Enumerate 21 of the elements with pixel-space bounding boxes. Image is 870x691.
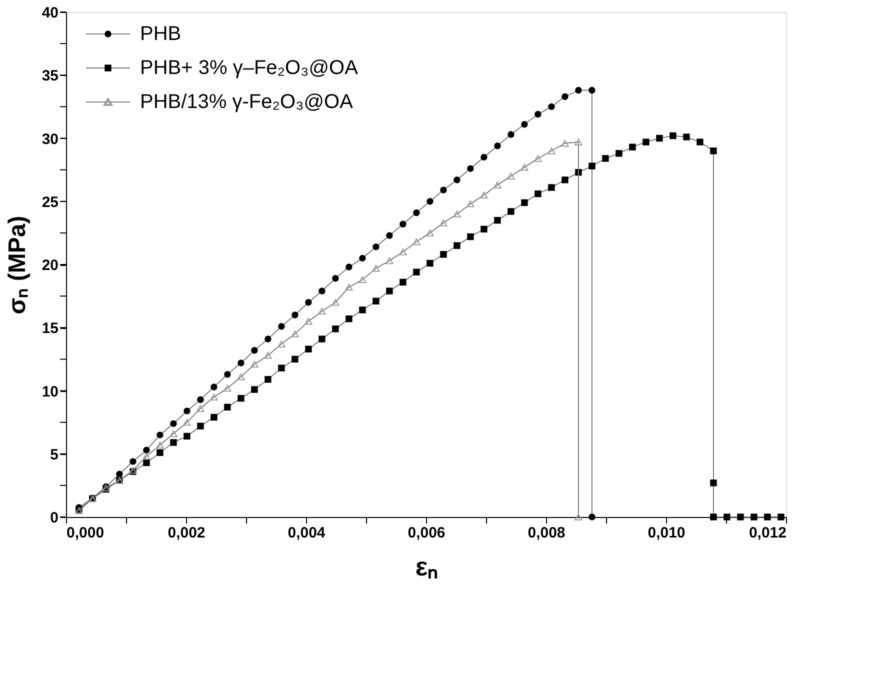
x-tick-label: 0,004 bbox=[288, 524, 326, 542]
legend-label: PHB+ 3% γ–Fe₂O₃@OA bbox=[140, 57, 359, 79]
y-tick-label: 20 bbox=[42, 257, 58, 274]
x-tick-label: 0,000 bbox=[66, 524, 104, 542]
y-tick-label: 35 bbox=[42, 68, 58, 85]
legend-label: PHB bbox=[140, 23, 182, 45]
y-tick-label: 10 bbox=[42, 383, 58, 400]
y-tick-label: 30 bbox=[42, 130, 58, 148]
x-tick-label: 0,006 bbox=[408, 524, 446, 542]
legend-label: PHB/13% γ-Fe₂O₃@OA bbox=[140, 91, 354, 113]
x-tick-label: 0,010 bbox=[648, 524, 686, 542]
y-axis-title: σₙ (MPa) bbox=[4, 216, 31, 314]
x-tick-label: 0,002 bbox=[168, 524, 206, 542]
x-axis-title: εₙ bbox=[415, 552, 438, 582]
y-tick-label: 5 bbox=[50, 446, 58, 464]
x-tick-label: 0,008 bbox=[528, 524, 566, 542]
y-tick-label: 25 bbox=[42, 194, 58, 211]
y-tick-label: 15 bbox=[42, 320, 58, 338]
y-tick-label: 40 bbox=[42, 4, 58, 22]
y-tick-label: 0 bbox=[50, 510, 58, 526]
x-tick-label: 0,012 bbox=[748, 524, 786, 542]
